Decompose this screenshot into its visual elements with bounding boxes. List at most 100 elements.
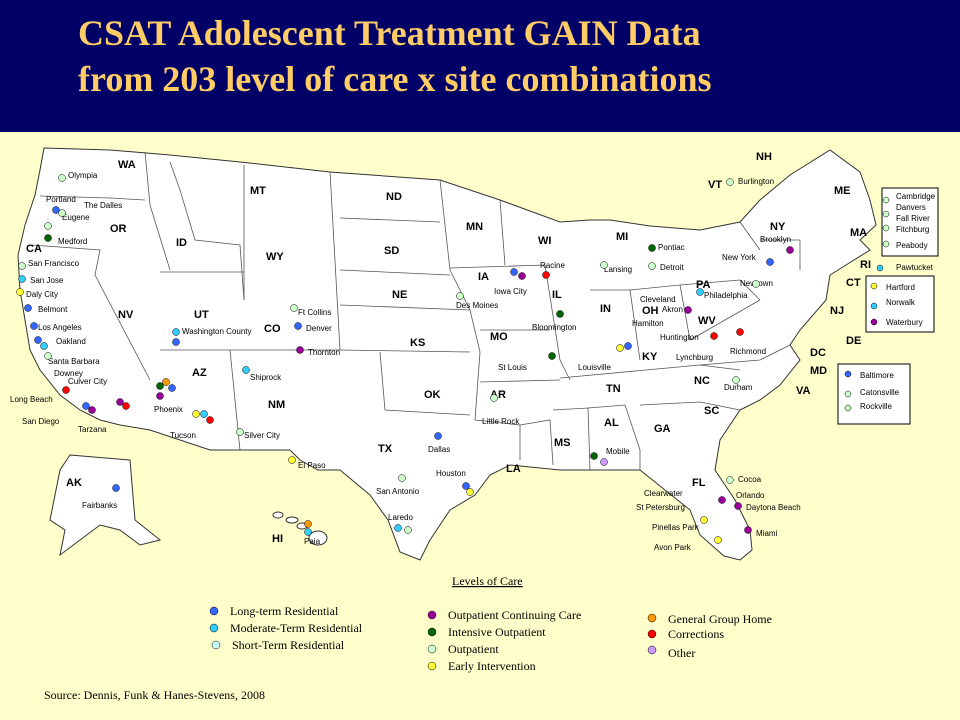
inset-labels: Cambridge Danvers Fall River Fitchburg P… [860,192,936,411]
alaska-outline [49,454,162,557]
site-marker [714,536,722,544]
site-marker [490,394,498,402]
site-marker [734,502,742,510]
inset-city-label: Peabody [896,241,928,250]
state-label: AZ [192,367,207,379]
site-marker [44,352,52,360]
site-marker [700,516,708,524]
city-label: Dallas [428,445,450,454]
city-label: Louisville [578,363,611,372]
site-marker [456,292,464,300]
site-marker [684,306,692,314]
city-label: Cocoa [738,475,762,484]
site-marker [786,246,794,254]
site-marker [462,482,470,490]
state-label: CA [26,243,42,255]
inset-city-label: Rockville [860,402,893,411]
inset-box-ma [881,187,939,257]
inset-city-label: Catonsville [860,388,900,397]
state-label: NM [268,399,285,411]
site-marker [18,262,26,270]
city-label: Oakland [56,337,86,346]
city-label: Thornton [308,348,340,357]
site-marker [162,378,170,386]
city-label: Paia [304,537,321,546]
site-marker [18,275,26,283]
city-label: Mobile [606,447,630,456]
state-label: NY [770,221,786,233]
site-marker [116,398,124,406]
legend-swatch [209,606,219,616]
site-marker [434,432,442,440]
legend-label: Moderate-Term Residential [230,621,363,635]
site-marker [718,496,726,504]
site-marker [752,280,760,288]
site-marker [58,174,66,182]
site-marker [844,404,852,412]
site-marker [156,392,164,400]
state-label: MI [616,231,628,243]
site-marker [736,328,744,336]
city-label: Long Beach [10,395,53,404]
inset-city-label: Fitchburg [896,225,929,234]
state-label: NC [694,375,710,387]
city-label: Silver City [244,431,280,440]
state-label: PA [696,279,711,291]
city-label: Olympia [68,171,98,180]
state-label: IN [600,303,611,315]
city-label: Huntington [660,333,699,342]
legend-label: General Group Home [668,612,772,626]
state-label: AL [604,417,619,429]
city-label: Santa Barbara [48,357,100,366]
legend-label: Long-term Residential [230,604,339,618]
city-label: El Paso [298,461,326,470]
state-label: SC [704,405,719,417]
site-markers [16,174,890,544]
city-label: Belmont [38,305,68,314]
site-marker [876,264,884,272]
site-marker [242,366,250,374]
city-label: Akron [662,305,683,314]
inset-city-label: Hartford [886,283,915,292]
site-marker [510,268,518,276]
state-label: ID [176,237,187,249]
site-marker [616,344,624,352]
city-label: Hamilton [632,319,664,328]
legend-label: Early Intervention [448,659,536,673]
city-label: Lynchburg [676,353,713,362]
state-label: UT [194,309,209,321]
site-marker [726,476,734,484]
title-banner: CSAT Adolescent Treatment GAIN Data from… [0,0,960,132]
city-label: Pinellas Park [652,523,700,532]
site-marker [168,384,176,392]
state-label: OH [642,305,659,317]
state-label: FL [692,477,706,489]
site-marker [288,456,296,464]
site-marker [590,452,598,460]
state-label: IL [552,289,562,301]
state-label: DC [810,347,826,359]
city-label: St Petersburg [636,503,685,512]
site-marker [882,224,890,232]
city-label: Denver [306,324,332,333]
site-marker [294,322,302,330]
legend-swatch [211,640,221,650]
site-marker [766,258,774,266]
site-marker [172,328,180,336]
site-marker [870,302,878,310]
city-label: Pontiac [658,243,685,252]
legend-label: Short-Term Residential [232,638,345,652]
legend: Levels of Care Long-term Residential Mod… [209,574,772,673]
site-marker [882,210,890,218]
site-marker [304,520,312,528]
city-label: San Jose [30,276,64,285]
city-label: Little Rock [482,417,520,426]
site-marker [696,288,704,296]
state-label: OR [110,223,127,235]
state-label: VT [708,179,722,191]
hawaii-islands [272,511,328,546]
state-label: RI [860,259,871,271]
inset-city-label: Waterbury [886,318,923,327]
site-marker [62,386,70,394]
state-label: MD [810,365,827,377]
